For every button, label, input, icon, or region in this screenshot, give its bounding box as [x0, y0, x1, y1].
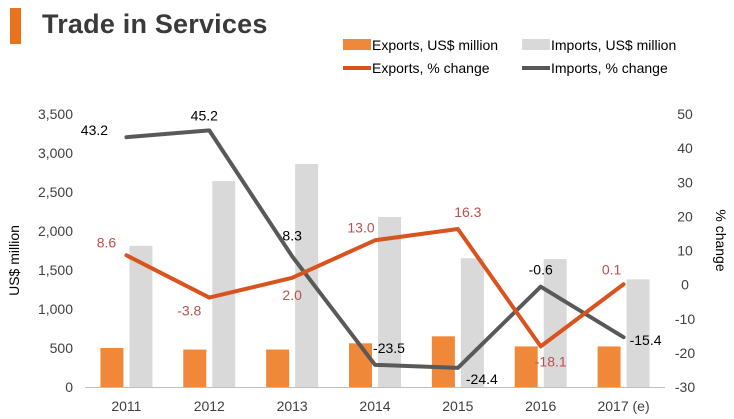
exports-change-label: 8.6 [97, 234, 117, 250]
imports-change-label: 43.2 [81, 122, 108, 138]
y-tick-label: 2,000 [38, 223, 73, 239]
exports-bar [514, 346, 538, 387]
y-tick-label: 3,000 [38, 145, 73, 161]
imports-bar [129, 245, 153, 387]
y2-axis-title: % change [713, 209, 729, 271]
x-tick-label: 2015 [442, 398, 473, 414]
y2-tick-label: 0 [681, 277, 689, 293]
y-tick-label: 3,500 [38, 106, 73, 122]
legend-imports-line-label: Imports, % change [551, 60, 668, 76]
y-tick-label: 500 [50, 340, 74, 356]
x-tick-label: 2017 (e) [597, 398, 649, 414]
y2-tick-label: 40 [677, 140, 693, 156]
y-tick-label: 2,500 [38, 184, 73, 200]
y-tick-label: 0 [65, 379, 73, 395]
y2-tick-label: 20 [677, 208, 693, 224]
exports-change-label: 0.1 [602, 261, 622, 277]
legend: Exports, US$ million Imports, US$ million… [343, 37, 676, 76]
x-tick-label: 2011 [111, 398, 141, 414]
y2-tick-label: -20 [675, 345, 695, 361]
exports-bar [183, 349, 207, 387]
y2-tick-label: -30 [675, 379, 695, 395]
y2-tick-label: 10 [677, 243, 693, 259]
y2-tick-label: 30 [677, 174, 693, 190]
legend-imports-bar-label: Imports, US$ million [551, 37, 676, 53]
y-axis-title: US$ million [6, 225, 22, 296]
exports-change-line [124, 227, 626, 349]
exports-bar [266, 349, 290, 387]
x-tick-label: 2014 [359, 398, 390, 414]
imports-change-label: -15.4 [630, 332, 662, 348]
data-label-group: 8.6 -3.8 2.0 13.0 16.3 -18.1 0.1 43.2 45.2 8.3 -23… [81, 107, 662, 387]
page-title: Trade in Services [42, 9, 268, 39]
exports-change-label: 2.0 [282, 287, 302, 303]
exports-bar [100, 348, 124, 387]
imports-bar [460, 258, 484, 387]
y2-tick-label: 50 [677, 106, 693, 122]
x-tick-label: 2012 [194, 398, 225, 414]
imports-bar [626, 279, 650, 387]
imports-change-label: -0.6 [529, 262, 553, 278]
exports-change-label: 13.0 [347, 219, 374, 235]
exports-bar [431, 336, 455, 387]
y-tick-label: 1,000 [38, 301, 73, 317]
chart-axes: 05001,0001,5002,0002,5003,0003,500-30-20… [6, 106, 729, 414]
line-series-group [124, 128, 626, 370]
x-tick-label: 2016 [525, 398, 556, 414]
x-tick-label: 2013 [277, 398, 308, 414]
legend-exports-bar-swatch [343, 39, 371, 50]
exports-bar [349, 343, 372, 387]
imports-change-line [124, 128, 626, 370]
exports-bar [597, 346, 621, 387]
imports-bar [212, 181, 236, 387]
y2-tick-label: -10 [675, 311, 695, 327]
exports-change-label: -3.8 [177, 303, 201, 319]
imports-change-label: 8.3 [282, 227, 302, 243]
legend-exports-line-label: Exports, % change [372, 60, 490, 76]
imports-change-label: 45.2 [191, 107, 218, 123]
legend-imports-bar-swatch [522, 39, 550, 50]
exports-change-label: -18.1 [535, 353, 567, 369]
title-accent-bar [10, 8, 21, 44]
imports-change-label: -23.5 [373, 340, 405, 356]
imports-change-label: -24.4 [466, 371, 498, 387]
bar-series-group [100, 163, 650, 387]
imports-bar [378, 216, 401, 387]
y-tick-label: 1,500 [38, 262, 73, 278]
exports-change-label: 16.3 [454, 204, 481, 220]
legend-exports-bar-label: Exports, US$ million [372, 37, 498, 53]
